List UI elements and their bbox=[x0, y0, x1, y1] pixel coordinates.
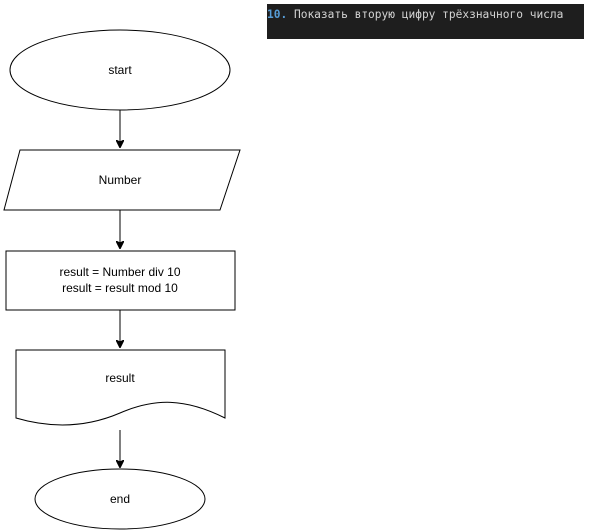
task-number: 10. bbox=[267, 8, 288, 21]
input-parallelogram bbox=[3, 149, 241, 211]
task-title: Показать вторую цифру трёхзначного числа bbox=[293, 8, 564, 21]
task-banner: 10. Показать вторую цифру трёхзначного ч… bbox=[267, 4, 584, 39]
input-label: Number bbox=[99, 173, 142, 187]
output-label: result bbox=[105, 371, 135, 385]
start-label: start bbox=[108, 63, 132, 77]
process-line-1: result = Number div 10 bbox=[59, 265, 180, 279]
process-rectangle bbox=[5, 250, 236, 311]
end-terminator bbox=[34, 468, 206, 530]
end-label: end bbox=[110, 492, 130, 506]
process-line-2: result = result mod 10 bbox=[62, 281, 178, 295]
output-document bbox=[15, 349, 226, 426]
